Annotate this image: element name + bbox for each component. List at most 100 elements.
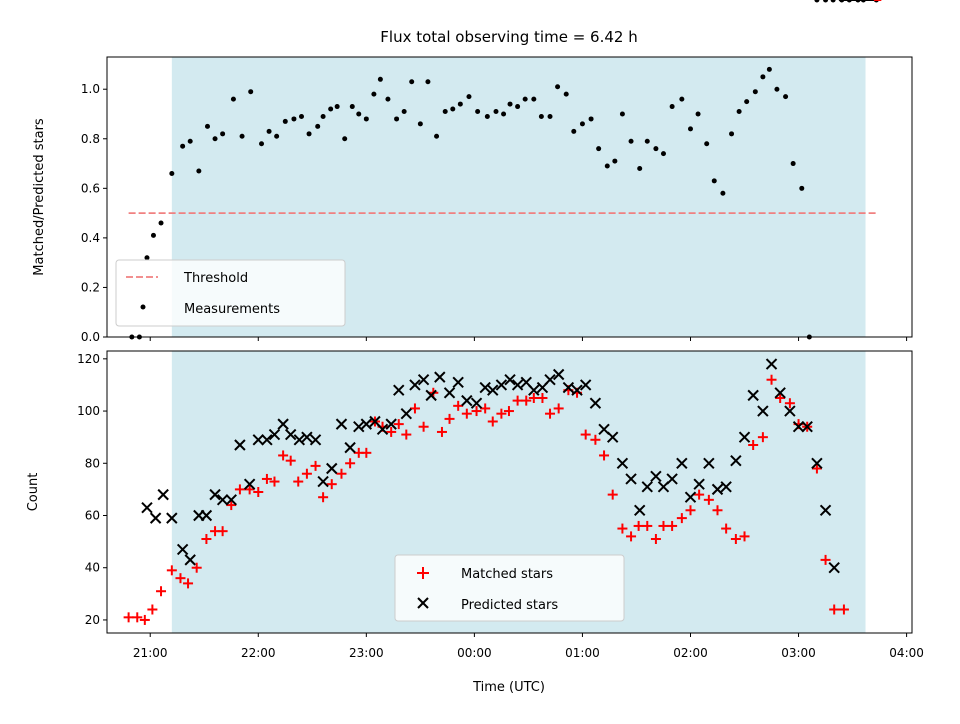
predicted-star-point: [166, 512, 178, 524]
matched-star-point: [730, 534, 741, 544]
predicted-star-point: [774, 387, 786, 399]
measurement-point: [547, 113, 553, 119]
matched-star-point: [721, 523, 732, 534]
matched-star-point: [418, 421, 429, 432]
measurement-point: [522, 96, 528, 102]
bottom-legend: Matched stars Predicted stars: [394, 554, 625, 622]
matched-star-point: [633, 520, 644, 531]
measurement-point: [169, 170, 175, 176]
top-x-ticks: [149, 337, 908, 341]
measurement-point: [695, 111, 701, 117]
measurement-point: [450, 106, 456, 112]
measurement-point: [484, 113, 490, 119]
measurement-point: [507, 101, 513, 107]
measurement-point: [434, 133, 440, 139]
predicted-star-point: [335, 418, 348, 430]
measurement-point: [158, 220, 164, 226]
x-axis-label: Time (UTC): [472, 680, 545, 695]
predicted-star-point: [562, 381, 575, 394]
predicted-star-point: [720, 481, 732, 493]
predicted-star-point: [452, 376, 464, 389]
predicted-star-point: [209, 488, 221, 501]
measurement-point: [687, 126, 693, 132]
matched-star-point: [301, 468, 312, 479]
bottom-y-tick-label: 80: [85, 456, 100, 470]
measurement-point: [704, 141, 710, 147]
measurement-point: [385, 96, 391, 102]
measurement-point: [298, 113, 304, 119]
predicted-star-point: [784, 405, 796, 417]
predicted-star-point: [801, 421, 813, 433]
predicted-star-point: [819, 504, 832, 516]
matched-star-point: [626, 531, 637, 542]
matched-star-point: [480, 403, 491, 414]
predicted-star-point: [544, 374, 556, 386]
matched-star-point: [537, 393, 548, 403]
matched-star-point: [739, 531, 750, 542]
measurement-point: [619, 111, 625, 117]
measurement-point: [394, 116, 400, 122]
matched-star-point: [253, 487, 264, 497]
matched-star-point: [703, 494, 714, 505]
measurement-point: [315, 123, 321, 129]
matched-star-point: [217, 526, 228, 537]
predicted-star-point: [684, 491, 697, 503]
predicted-star-point: [479, 381, 491, 394]
predicted-star-point: [693, 478, 705, 490]
top-y-tick-label: 0.2: [81, 280, 100, 294]
measurement-point: [711, 178, 717, 184]
bottom-y-ticks: 20 40 60 80 100 120: [77, 352, 107, 627]
predicted-star-point: [828, 562, 840, 574]
predicted-legend-icon: [417, 597, 429, 609]
measurement-point: [736, 109, 742, 115]
top-y-tick-label: 0.4: [81, 231, 100, 245]
measurement-point: [259, 141, 265, 147]
matched-star-point: [512, 395, 523, 406]
predicted-star-point: [252, 434, 264, 446]
matched-star-point: [393, 419, 404, 430]
bottom-x-ticks: 21:00 22:00 23:00 00:00 01:00 02:00 03:00 04:00: [133, 633, 924, 660]
matched-star-point: [775, 393, 786, 403]
measurement-point: [230, 96, 236, 102]
measurement-point: [356, 111, 362, 117]
predicted-star-point: [184, 554, 196, 566]
predicted-star-point: [711, 483, 724, 496]
x-tick-label: 04:00: [889, 646, 924, 660]
threshold-legend-label: Threshold: [183, 271, 248, 286]
predicted-star-point: [589, 397, 602, 409]
matched-star-point: [487, 416, 498, 427]
matched-star-point: [599, 450, 610, 461]
matched-star-point: [293, 476, 304, 487]
predicted-star-point: [633, 504, 646, 516]
predicted-star-point: [504, 374, 516, 386]
predicted-star-point: [747, 389, 759, 402]
matched-star-point: [345, 458, 356, 469]
top-y-tick-label: 0.0: [81, 330, 100, 344]
bottom-series: [123, 0, 882, 625]
predicted-star-point: [277, 418, 289, 430]
top-panel: 0.0 0.2 0.4 0.6 0.8 1.0 Matched/Predicted sta…: [32, 0, 913, 344]
predicted-star-point: [650, 470, 662, 483]
measurement-point: [744, 99, 750, 105]
measurement-point: [752, 89, 758, 95]
matched-star-point: [521, 395, 532, 406]
matched-star-point: [244, 484, 255, 495]
measurement-point: [180, 143, 186, 149]
matched-star-point: [676, 513, 687, 524]
matched-star-point: [226, 500, 237, 511]
measurement-point: [425, 79, 431, 85]
predicted-star-point: [417, 374, 430, 386]
matched-star-point: [436, 426, 447, 437]
matched-star-point: [175, 573, 186, 584]
predicted-star-point: [666, 473, 678, 485]
measurements-series: [129, 0, 879, 340]
predicted-star-point: [703, 457, 715, 469]
matched-star-point: [712, 505, 723, 516]
measurement-point: [799, 185, 805, 191]
top-y-ticks: 0.0 0.2 0.4 0.6 0.8 1.0: [81, 82, 107, 344]
measurement-point: [144, 255, 150, 261]
predicted-star-point: [385, 418, 397, 430]
predicted-star-point: [641, 481, 653, 493]
predicted-star-point: [301, 431, 313, 443]
